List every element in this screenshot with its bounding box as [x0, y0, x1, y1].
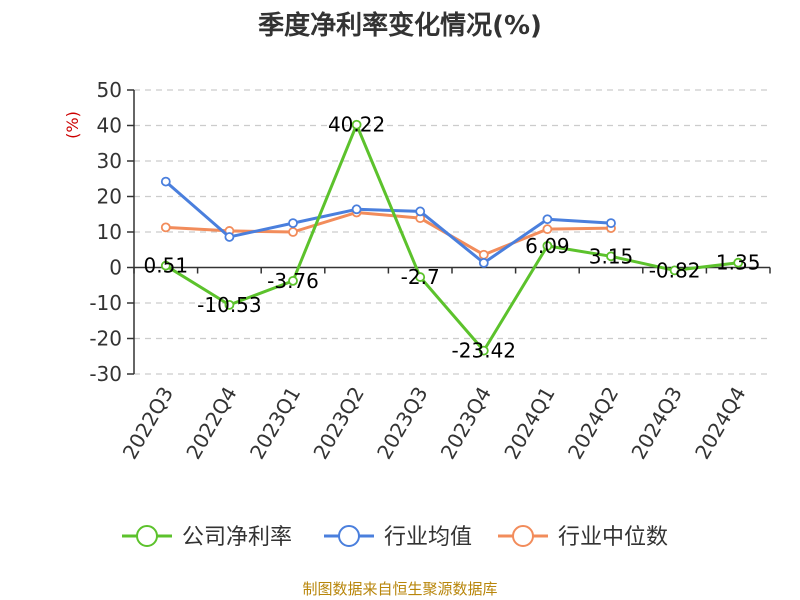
x-tick-label: 2023Q4: [436, 383, 496, 464]
legend-item-1: 行业均值: [324, 525, 472, 550]
series-line-1: [164, 180, 612, 265]
legend-item-2: 行业中位数: [498, 525, 668, 550]
data-label: -10.53: [197, 293, 261, 317]
data-point: [415, 272, 426, 282]
series-lines: [160, 119, 744, 356]
data-point: [733, 257, 744, 268]
data-point: [288, 227, 298, 237]
data-point: [351, 119, 362, 130]
data-point: [415, 206, 426, 217]
data-label: -23.42: [452, 339, 516, 363]
data-label: -2.7: [401, 265, 440, 289]
y-tick-label: 50: [97, 78, 122, 102]
data-point: [160, 176, 171, 187]
y-tick-label: 30: [97, 149, 122, 173]
data-point: [224, 299, 235, 310]
x-tick-label: 2024Q3: [626, 383, 686, 464]
x-tick-labels: 2022Q3 2022Q4 2023Q1 2023Q2 2023Q3 2023Q4 2024…: [118, 383, 751, 464]
x-tick-label: 2024Q4: [690, 383, 750, 464]
data-point: [542, 214, 553, 225]
legend-marker: [512, 525, 534, 547]
series-line-2: [165, 210, 612, 257]
x-tick-label: 2023Q2: [308, 383, 368, 464]
legend-item-0: 公司净利率: [122, 525, 292, 550]
legend: 公司净利率 行业均值 行业中位数: [122, 525, 668, 550]
data-label: -3.76: [267, 269, 319, 293]
x-tick-label: 2022Q4: [181, 383, 241, 464]
x-tick-label: 2024Q1: [499, 383, 559, 464]
data-point: [160, 222, 171, 233]
data-point: [288, 275, 298, 286]
data-labels: 0.51 -10.53-3.76 40.22 -2.7 -23.42 6.09 3.15 -0…: [144, 113, 761, 363]
x-tick-label: 2024Q2: [563, 383, 623, 464]
y-tick-label: 40: [97, 114, 122, 138]
y-tick-labels: 50 40 30 20 10 0 -10 -20 -30: [89, 78, 122, 386]
data-point: [478, 345, 489, 356]
series-line-0: [165, 123, 739, 353]
data-point: [542, 224, 553, 235]
y-tick-label: -30: [89, 362, 122, 386]
data-point: [160, 260, 171, 271]
data-label: 1.35: [716, 251, 761, 275]
data-point: [478, 249, 489, 260]
data-point: [606, 218, 616, 229]
x-tick-label: 2022Q3: [118, 383, 178, 464]
y-tick-label: -10: [89, 291, 122, 315]
data-point: [669, 265, 680, 276]
data-label: 6.09: [525, 234, 570, 258]
chart-title: 季度净利率变化情况(%): [258, 10, 542, 41]
y-tick-label: 0: [109, 256, 122, 280]
source-note: 制图数据来自恒生聚源数据库: [302, 580, 497, 598]
legend-marker: [338, 525, 360, 547]
data-point: [351, 204, 362, 215]
data-point: [542, 240, 553, 251]
x-tick-label: 2023Q3: [372, 383, 432, 464]
data-point: [606, 251, 616, 262]
data-point: [288, 218, 298, 229]
legend-marker: [136, 525, 158, 547]
data-label: 0.51: [144, 254, 189, 278]
y-axis-label: (%): [63, 111, 82, 139]
data-label: 3.15: [589, 244, 634, 268]
y-tick-label: 20: [97, 185, 122, 209]
data-point: [478, 257, 489, 268]
y-tick-label: 10: [97, 220, 122, 244]
legend-label: 公司净利率: [182, 525, 292, 550]
grid-lines: [134, 89, 770, 375]
x-tick-label: 2023Q1: [245, 383, 305, 464]
data-label: -0.82: [649, 258, 701, 282]
data-point: [224, 232, 235, 242]
legend-label: 行业均值: [384, 525, 472, 550]
legend-label: 行业中位数: [558, 525, 668, 550]
data-label: 40.22: [328, 113, 385, 137]
y-tick-label: -20: [89, 327, 122, 351]
